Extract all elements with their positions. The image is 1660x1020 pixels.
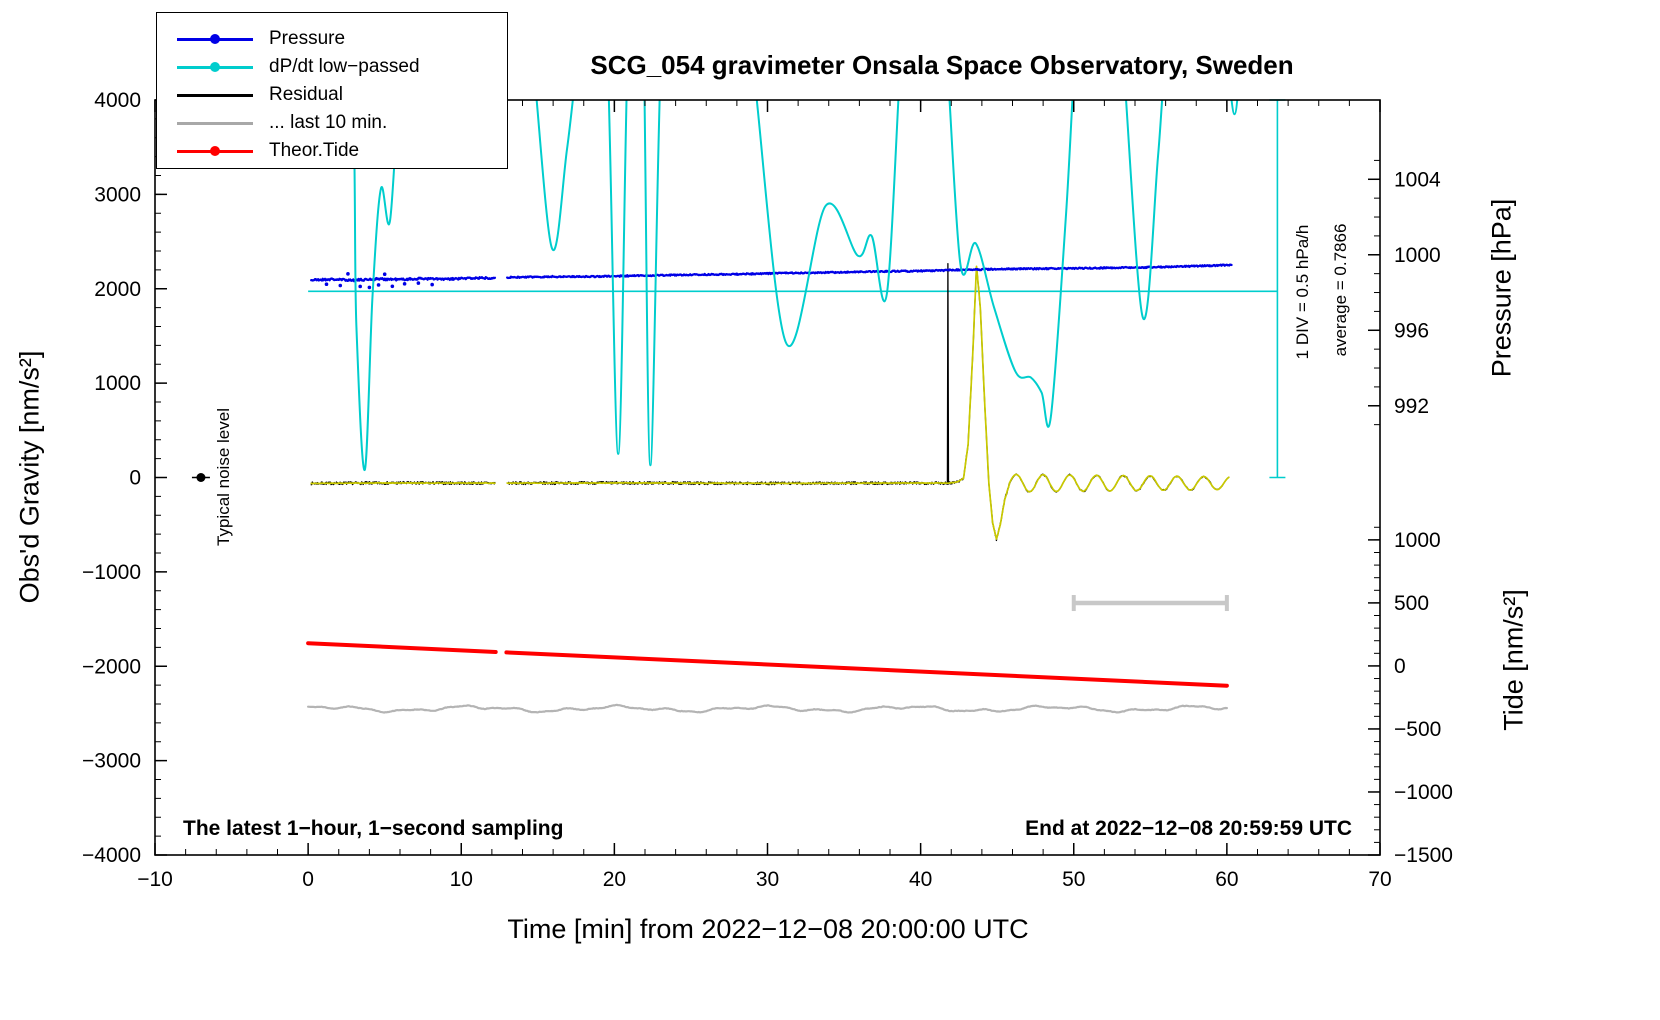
pressure-path [310, 276, 497, 283]
typical-noise-level-label: Typical noise level [214, 408, 233, 546]
x-tick-label: 30 [756, 868, 779, 891]
gravity-tick-label: 2000 [94, 278, 141, 301]
legend-item-tide: Theor.Tide [157, 137, 507, 165]
dpdt-marker-dot [210, 62, 220, 72]
pressure-path [506, 263, 1233, 280]
residual-lowpass-path [506, 265, 1230, 540]
pressure-marker-dot [210, 34, 220, 44]
gravity-tick-label: 4000 [94, 89, 141, 112]
pressure-tick-label: 992 [1394, 395, 1429, 418]
x-tick-label: 20 [603, 868, 626, 891]
tide-tick-label: −1500 [1394, 844, 1453, 867]
theor-tide-path [306, 641, 498, 654]
tide-tick-label: −1000 [1394, 781, 1453, 804]
legend-label-dpdt: dP/dt low−passed [269, 56, 420, 77]
residual-glitch-path [946, 263, 950, 484]
tide-marker-dot [210, 146, 220, 156]
x-tick-label: 60 [1215, 868, 1238, 891]
legend: Pressure dP/dt low−passed Residual ... l… [156, 12, 508, 169]
legend-item-residual: Residual [157, 81, 507, 109]
tide-line-swatch [177, 146, 253, 156]
residual-line-swatch [177, 93, 253, 97]
tide-tick-label: 1000 [1394, 529, 1441, 552]
gravity-tick-label: 1000 [94, 372, 141, 395]
gravity-tick-label: −2000 [82, 655, 141, 678]
x-tick-label: 40 [909, 868, 932, 891]
tide-tick-label: −500 [1394, 718, 1441, 741]
tide-tick-label: 500 [1394, 592, 1429, 615]
axis-ticks: −10 0 10 20 30 40 50 60 70 4000 3000 2000 1000 0 −1000… [82, 89, 1453, 891]
gravity-tick-label: 3000 [94, 183, 141, 206]
theor-tide-path [504, 650, 1229, 688]
legend-label-residual: Residual [269, 84, 343, 105]
y-axis-title-tide: Tide [nm/s²] [1498, 589, 1529, 731]
dpdt-line-swatch [177, 62, 253, 72]
pressure-outlier-dot [382, 272, 387, 277]
pressure-tick-label: 1000 [1394, 244, 1441, 267]
legend-item-pressure: Pressure [157, 25, 507, 53]
gravity-tick-label: −3000 [82, 750, 141, 773]
legend-item-last10: ... last 10 min. [157, 109, 507, 137]
pressure-tick-label: 996 [1394, 319, 1429, 342]
y-axis-title-gravity: Obs'd Gravity [nm/s²] [14, 350, 45, 604]
x-tick-label: 10 [450, 868, 473, 891]
page-title: SCG_054 gravimeter Onsala Space Observat… [590, 50, 1294, 80]
pressure-outlier-dot [416, 281, 421, 285]
pressure-outlier-dot [430, 282, 434, 287]
typical-noise-dot [196, 473, 206, 482]
div-scale-label: 1 DIV = 0.5 hPa/h [1293, 224, 1312, 360]
pressure-outlier-dot [390, 284, 395, 289]
pressure-line-swatch [177, 34, 253, 44]
y-axis-title-pressure: Pressure [hPa] [1486, 198, 1517, 378]
x-tick-label: 50 [1062, 868, 1085, 891]
residual-lowpass-path [310, 481, 496, 485]
last-10-min-path [307, 703, 1228, 714]
end-time-note: End at 2022−12−08 20:59:59 UTC [1025, 817, 1352, 840]
gravity-tick-label: −1000 [82, 561, 141, 584]
pressure-outlier-dot [402, 282, 407, 286]
sampling-note: The latest 1−hour, 1−second sampling [183, 817, 564, 840]
pressure-outlier-dot [376, 283, 381, 287]
gravity-tick-label: 0 [129, 467, 141, 490]
pressure-outlier-dot [338, 283, 343, 288]
pressure-outlier-dot [324, 282, 329, 287]
legend-label-pressure: Pressure [269, 28, 346, 49]
legend-label-last10: ... last 10 min. [269, 112, 388, 133]
legend-item-dpdt: dP/dt low−passed [157, 53, 507, 81]
x-axis-title: Time [min] from 2022−12−08 20:00:00 UTC [507, 914, 1029, 944]
pressure-outlier-dot [367, 285, 372, 290]
gravity-tick-label: −4000 [82, 844, 141, 867]
last10-line-swatch [177, 121, 253, 125]
legend-label-tide: Theor.Tide [269, 140, 360, 161]
x-tick-label: −10 [137, 868, 173, 891]
x-tick-label: 70 [1368, 868, 1391, 891]
x-tick-label: 0 [302, 868, 314, 891]
tide-tick-label: 0 [1394, 655, 1406, 678]
pressure-outlier-dot [346, 272, 350, 276]
average-value-label: average = 0.7866 [1331, 223, 1350, 357]
pressure-outlier-dot [358, 284, 362, 289]
pressure-tick-label: 1004 [1394, 168, 1441, 191]
